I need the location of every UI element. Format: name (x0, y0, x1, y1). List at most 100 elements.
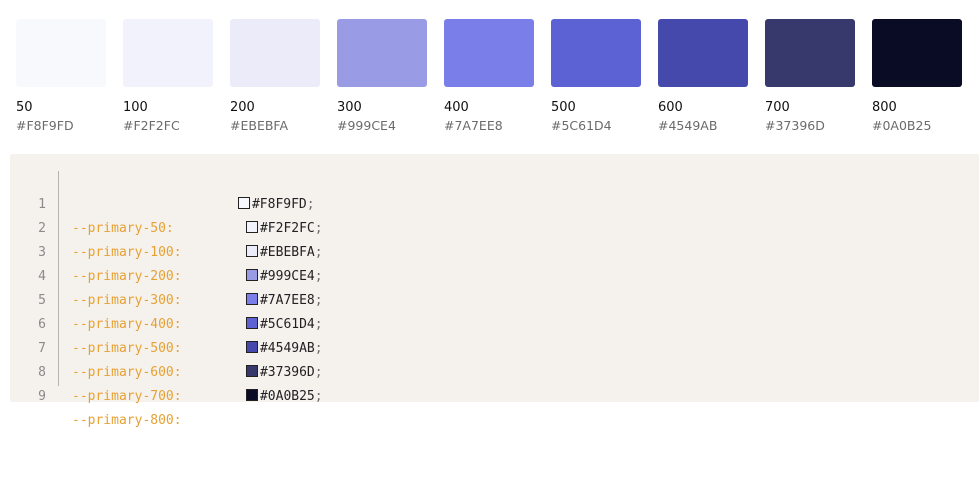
css-value: #999CE4; (199, 241, 323, 313)
line-number: 8 (38, 365, 46, 380)
line-number: 3 (38, 245, 46, 260)
css-property: --primary-400: (72, 317, 182, 332)
line-number: 7 (38, 341, 46, 356)
swatch-label: 500 (551, 100, 576, 115)
color-preview-icon[interactable] (245, 389, 258, 401)
swatch-hex: #7A7EE8 (444, 118, 503, 133)
line-number: 2 (38, 221, 46, 236)
swatch-group-200: 200 #EBEBFA (230, 19, 320, 134)
color-preview-icon[interactable] (245, 269, 258, 281)
swatch-label: 800 (872, 100, 897, 115)
color-swatch[interactable] (337, 19, 427, 87)
semicolon: ; (314, 245, 323, 260)
css-value: #37396D; (199, 337, 323, 409)
line-number: 5 (38, 293, 46, 308)
line-number: 4 (38, 269, 46, 284)
swatch-hex: #37396D (765, 118, 825, 133)
color-swatch[interactable] (16, 19, 106, 87)
swatch-group-700: 700 #37396D (765, 19, 855, 134)
color-preview-icon[interactable] (245, 317, 258, 329)
hex-value: #F8F9FD (251, 197, 307, 212)
hex-value: #0A0B25 (259, 389, 315, 404)
semicolon: ; (314, 389, 323, 404)
semicolon: ; (314, 317, 323, 332)
code-line: 6 --primary-500: #5C61D4; (10, 289, 323, 356)
css-value: #EBEBFA; (199, 217, 323, 289)
code-line: 5 --primary-400: #7A7EE8; (10, 265, 323, 332)
semicolon: ; (314, 341, 323, 356)
semicolon: ; (306, 197, 315, 212)
hex-value: #4549AB (259, 341, 315, 356)
swatch-group-500: 500 #5C61D4 (551, 19, 641, 134)
swatch-label: 700 (765, 100, 790, 115)
code-line: 3 --primary-200: #EBEBFA; (10, 217, 323, 284)
css-property: --primary-800: (72, 413, 182, 428)
code-line: 4 --primary-300: #999CE4; (10, 241, 323, 308)
css-value: #0A0B25; (199, 361, 323, 433)
color-swatch[interactable] (123, 19, 213, 87)
color-preview-icon[interactable] (245, 293, 258, 305)
css-value: #7A7EE8; (199, 265, 323, 337)
swatch-hex: #0A0B25 (872, 118, 932, 133)
color-swatch[interactable] (658, 19, 748, 87)
swatch-group-300: 300 #999CE4 (337, 19, 427, 134)
css-property: --primary-300: (72, 293, 182, 308)
color-swatch[interactable] (444, 19, 534, 87)
swatch-group-400: 400 #7A7EE8 (444, 19, 534, 134)
swatch-hex: #EBEBFA (230, 118, 289, 133)
hex-value: #EBEBFA (259, 245, 315, 260)
css-property: --primary-500: (72, 341, 182, 356)
color-preview-icon[interactable] (245, 341, 258, 353)
color-swatch[interactable] (872, 19, 962, 87)
swatch-hex: #5C61D4 (551, 118, 612, 133)
color-palette: 50 #F8F9FD 100 #F2F2FC 200 #EBEBFA 300 #… (16, 19, 962, 135)
color-swatch[interactable] (230, 19, 320, 87)
swatch-group-800: 800 #0A0B25 (872, 19, 962, 134)
code-line: 1 --primary-50: #F8F9FD; (10, 169, 315, 236)
swatch-group-600: 600 #4549AB (658, 19, 748, 134)
color-preview-icon[interactable] (245, 245, 258, 257)
swatch-label: 100 (123, 100, 148, 115)
hex-value: #5C61D4 (259, 317, 315, 332)
color-swatch[interactable] (765, 19, 855, 87)
css-value: #4549AB; (199, 313, 323, 385)
color-swatch[interactable] (551, 19, 641, 87)
line-number: 9 (38, 389, 46, 404)
swatch-hex: #999CE4 (337, 118, 396, 133)
swatch-label: 400 (444, 100, 469, 115)
code-line: 8 --primary-700: #37396D; (10, 337, 323, 404)
swatch-group-50: 50 #F8F9FD (16, 19, 106, 134)
hex-value: #999CE4 (259, 269, 315, 284)
swatch-hex: #F8F9FD (16, 118, 74, 133)
css-property: --primary-700: (72, 389, 182, 404)
color-preview-icon[interactable] (245, 365, 258, 377)
swatch-hex: #4549AB (658, 118, 718, 133)
line-number: 1 (38, 197, 46, 212)
hex-value: #37396D (259, 365, 315, 380)
semicolon: ; (314, 269, 323, 284)
css-property: --primary-200: (72, 269, 182, 284)
css-property: --primary-100: (72, 245, 182, 260)
swatch-label: 50 (16, 100, 33, 115)
css-value: #F8F9FD; (191, 169, 315, 241)
code-line: 9 --primary-800: #0A0B25; (10, 361, 323, 428)
swatch-hex: #F2F2FC (123, 118, 180, 133)
hex-value: #F2F2FC (259, 221, 315, 236)
swatch-group-100: 100 #F2F2FC (123, 19, 213, 134)
swatch-label: 600 (658, 100, 683, 115)
css-value: #F2F2FC; (199, 193, 323, 265)
semicolon: ; (314, 221, 323, 236)
hex-value: #7A7EE8 (259, 293, 315, 308)
gutter-divider (58, 171, 59, 386)
code-line: 2 --primary-100: #F2F2FC; (10, 193, 323, 260)
css-value: #5C61D4; (199, 289, 323, 361)
line-number: 6 (38, 317, 46, 332)
code-block: 1 --primary-50: #F8F9FD; 2 --primary-100… (10, 154, 979, 428)
semicolon: ; (314, 293, 323, 308)
css-property: --primary-600: (72, 365, 182, 380)
swatch-label: 300 (337, 100, 362, 115)
color-preview-icon[interactable] (245, 221, 258, 233)
semicolon: ; (314, 365, 323, 380)
color-preview-icon[interactable] (237, 197, 250, 209)
swatch-label: 200 (230, 100, 255, 115)
